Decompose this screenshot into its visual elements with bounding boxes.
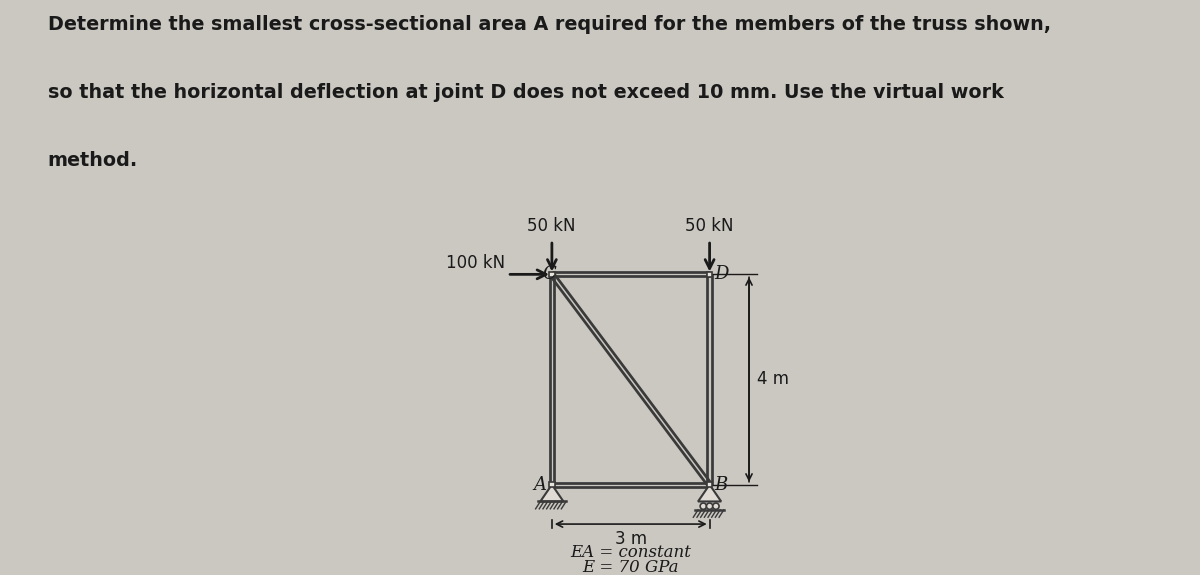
- Circle shape: [707, 503, 713, 509]
- Text: 100 kN: 100 kN: [446, 254, 505, 272]
- Text: EA = constant: EA = constant: [570, 544, 691, 561]
- Text: 50 kN: 50 kN: [685, 217, 734, 235]
- Text: 3 m: 3 m: [614, 530, 647, 549]
- Circle shape: [700, 503, 707, 509]
- Text: E = 70 GPa: E = 70 GPa: [582, 559, 679, 575]
- Text: Determine the smallest cross-sectional area A required for the members of the tr: Determine the smallest cross-sectional a…: [48, 15, 1051, 34]
- Text: C: C: [542, 265, 556, 283]
- Text: A: A: [534, 476, 547, 494]
- Bar: [707, 482, 713, 487]
- Text: 50 kN: 50 kN: [527, 217, 575, 235]
- Text: method.: method.: [48, 151, 138, 170]
- Text: D: D: [714, 265, 728, 283]
- Text: 4 m: 4 m: [757, 370, 788, 389]
- Circle shape: [713, 503, 719, 509]
- Bar: [550, 272, 554, 277]
- Polygon shape: [698, 485, 721, 501]
- Bar: [707, 272, 713, 277]
- Bar: [550, 482, 554, 487]
- Polygon shape: [540, 485, 564, 501]
- Text: B: B: [714, 476, 727, 494]
- Text: so that the horizontal deflection at joint D does not exceed 10 mm. Use the virt: so that the horizontal deflection at joi…: [48, 83, 1003, 102]
